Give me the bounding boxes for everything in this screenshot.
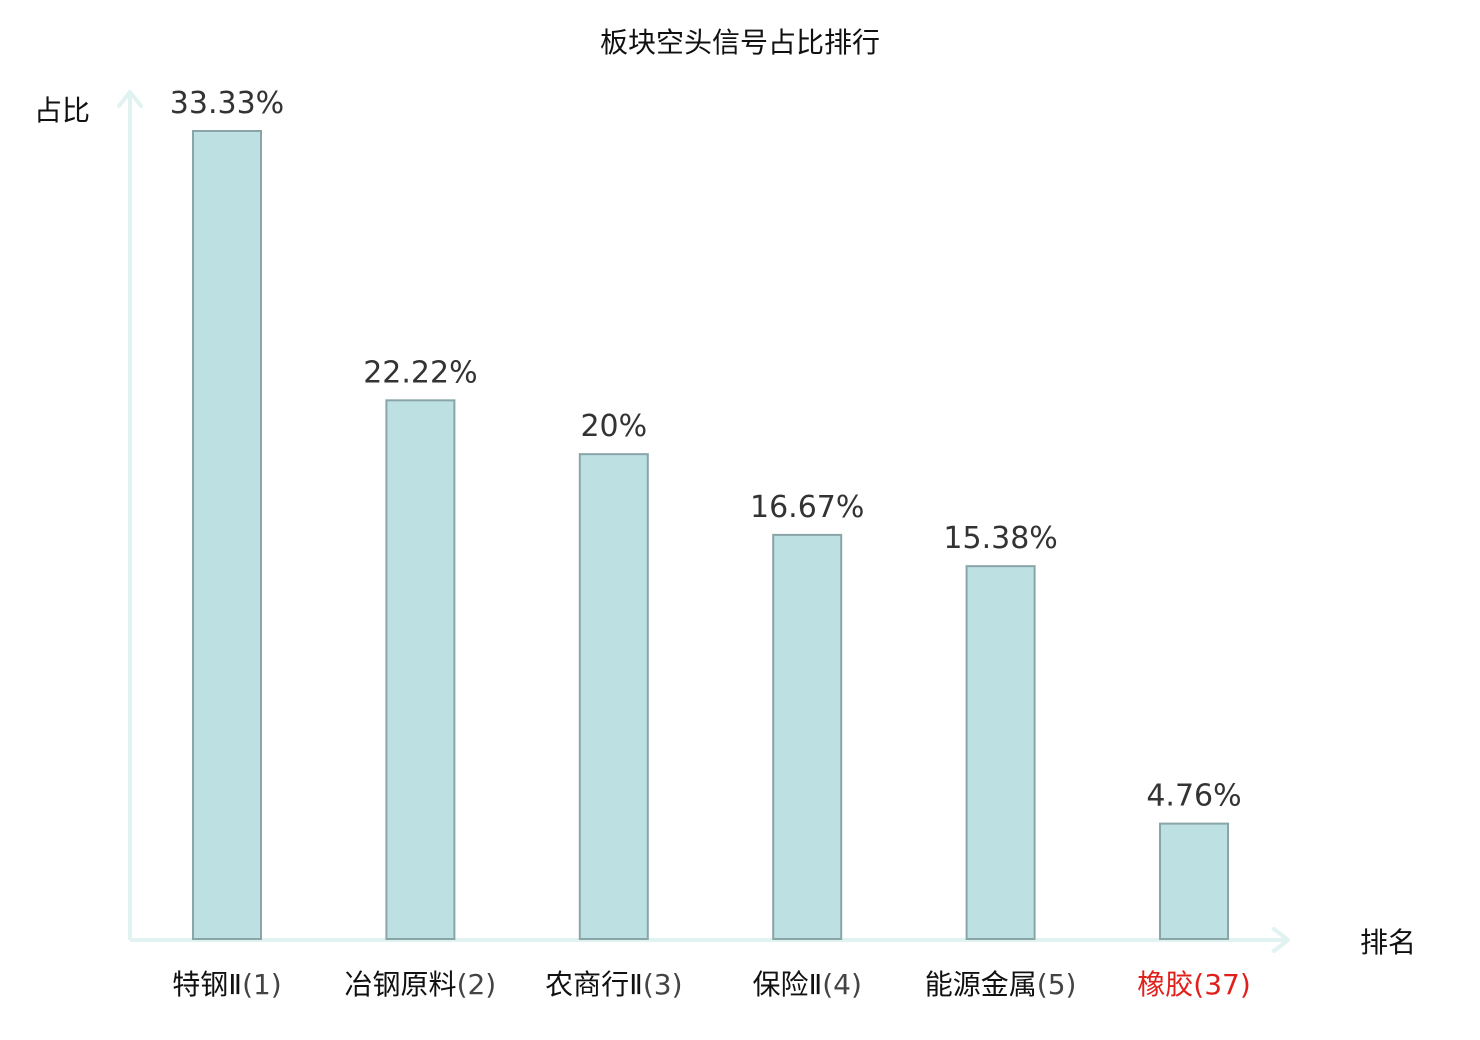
value-label-6: 4.76%: [1146, 779, 1241, 814]
category-rank-3: (3): [643, 968, 683, 1001]
category-label-2: 冶钢原料(2): [345, 968, 497, 1001]
category-label-3: 农商行Ⅱ(3): [545, 968, 682, 1001]
bar-4: [772, 533, 843, 940]
category-rank-1: (1): [242, 968, 282, 1001]
category-label-6: 橡胶(37): [1137, 968, 1251, 1001]
category-name-1: 特钢Ⅱ: [172, 968, 242, 1001]
category-rank-2: (2): [457, 968, 497, 1001]
category-labels-group: 特钢Ⅱ(1) 冶钢原料(2) 农商行Ⅱ(3) 保险Ⅱ(4) 能源金属(5) 橡胶(37): [172, 968, 1250, 1001]
value-label-4: 16.67%: [750, 490, 864, 525]
x-axis: [130, 927, 1290, 953]
y-axis: [117, 90, 143, 940]
bar-5: [965, 565, 1036, 940]
category-label-1: 特钢Ⅱ(1): [172, 968, 281, 1001]
category-name-3: 农商行Ⅱ: [545, 968, 643, 1001]
bar-1: [192, 130, 262, 940]
value-label-3: 20%: [580, 409, 647, 444]
category-name-4: 保险Ⅱ: [752, 968, 822, 1001]
category-name-2: 冶钢原料: [345, 968, 457, 1001]
bar-3: [578, 453, 649, 940]
bar-6: [1159, 822, 1229, 941]
category-label-4: 保险Ⅱ(4): [752, 968, 861, 1001]
value-label-2: 22.22%: [363, 355, 477, 390]
value-label-1: 33.33%: [170, 86, 284, 121]
value-label-5: 15.38%: [943, 521, 1057, 556]
y-axis-arrow: [117, 90, 143, 108]
category-label-5: 能源金属(5): [925, 968, 1077, 1001]
category-name-6: 橡胶: [1137, 968, 1193, 1001]
x-axis-label: 排名: [1360, 926, 1416, 959]
bars-group: [192, 130, 1229, 941]
bar-2: [385, 399, 456, 941]
y-axis-label: 占比: [34, 94, 90, 127]
category-rank-6: (37): [1193, 968, 1250, 1001]
value-labels-group: 33.33% 22.22% 20% 16.67% 15.38% 4.76%: [170, 86, 1242, 814]
category-name-5: 能源金属: [925, 968, 1037, 1001]
category-rank-4: (4): [822, 968, 862, 1001]
x-axis-arrow: [1272, 927, 1290, 953]
category-rank-5: (5): [1037, 968, 1077, 1001]
chart-title: 板块空头信号占比排行: [600, 26, 880, 59]
